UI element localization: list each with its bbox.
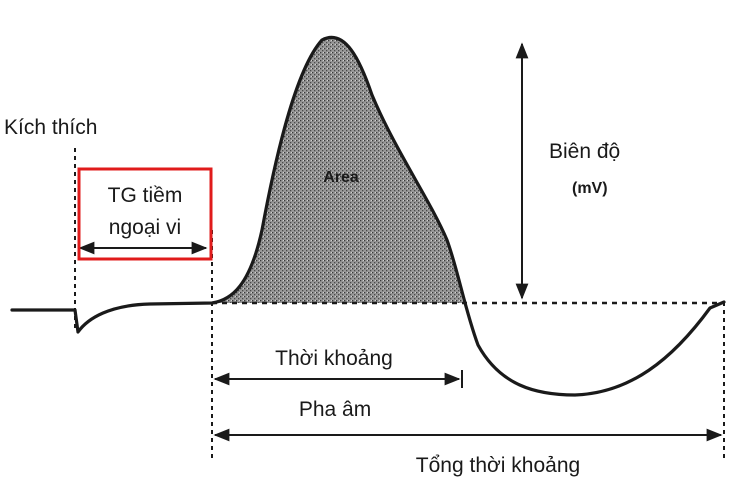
amplitude-unit-label: (mV): [572, 180, 608, 197]
stimulus-label: Kích thích: [4, 116, 97, 139]
area-label: Area: [323, 169, 359, 186]
waveform-curve: [10, 36, 726, 397]
total-duration-label: Tổng thời khoảng: [416, 454, 580, 477]
amplitude-label: Biên độ: [549, 140, 620, 163]
latency-highlight-box: [77, 167, 213, 261]
duration-label: Thời khoảng: [275, 347, 393, 370]
latency-label-line2: ngoại vi: [109, 216, 181, 239]
negative-phase-label: Pha âm: [299, 398, 371, 421]
latency-label-line1: TG tiềm: [108, 184, 183, 207]
area-shading: [212, 37, 463, 303]
